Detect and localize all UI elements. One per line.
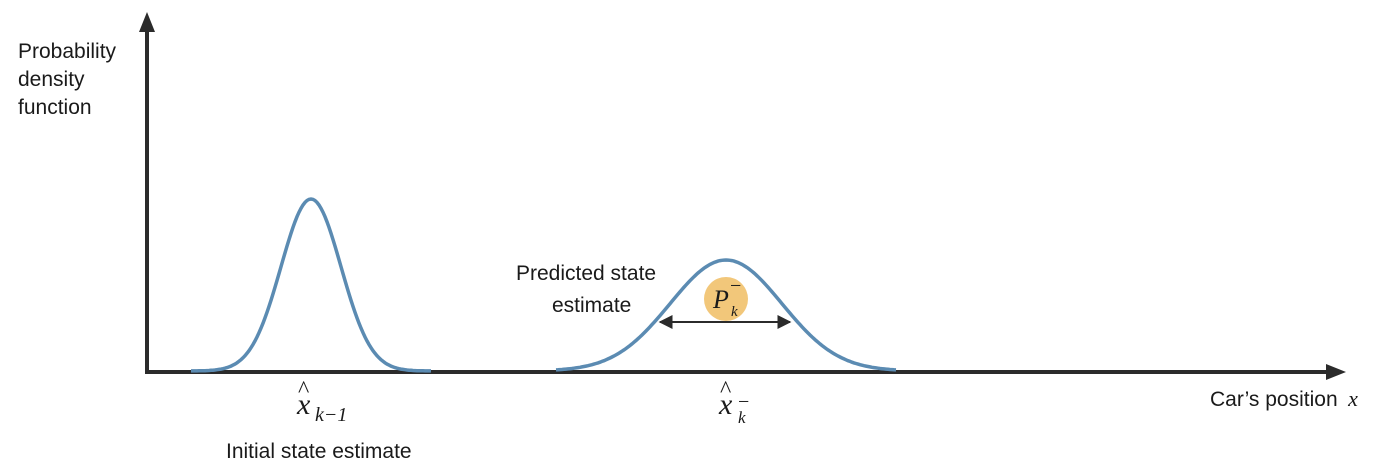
predicted-estimate-label-line-1: Predicted state	[516, 262, 656, 285]
initial-estimate-label: Initial state estimate	[226, 440, 412, 463]
x-axis-arrowhead	[1326, 364, 1346, 380]
x-axis-label-variable: x	[1347, 386, 1358, 411]
predicted-estimate-hat: ^	[720, 377, 731, 403]
predicted-estimate-base: x	[718, 388, 733, 421]
covariance-badge	[704, 277, 748, 321]
predicted-estimate-superscript: −	[738, 391, 749, 413]
covariance-superscript: −	[730, 275, 741, 297]
predicted-estimate-curve	[555, 258, 897, 372]
y-axis-label-line-2: density	[18, 68, 85, 91]
x-axis-label: Car’s position x	[1210, 386, 1358, 411]
y-axis-label-line-1: Probability	[18, 40, 117, 63]
covariance-subscript: k	[731, 304, 738, 320]
y-axis-arrowhead	[139, 12, 155, 32]
covariance-symbol: P	[712, 285, 729, 314]
initial-estimate-base: x	[296, 388, 311, 421]
x-axis-label-text: Car’s position	[1210, 388, 1338, 411]
predicted-estimate-label-line-2: estimate	[552, 294, 631, 317]
covariance-base: P	[712, 285, 729, 314]
y-axis-label-line-3: function	[18, 96, 92, 119]
initial-estimate-curve	[191, 197, 431, 373]
initial-estimate-subscript: k−1	[315, 404, 347, 426]
predicted-estimate-subscript: k	[738, 408, 746, 427]
initial-estimate-hat: ^	[298, 377, 309, 403]
